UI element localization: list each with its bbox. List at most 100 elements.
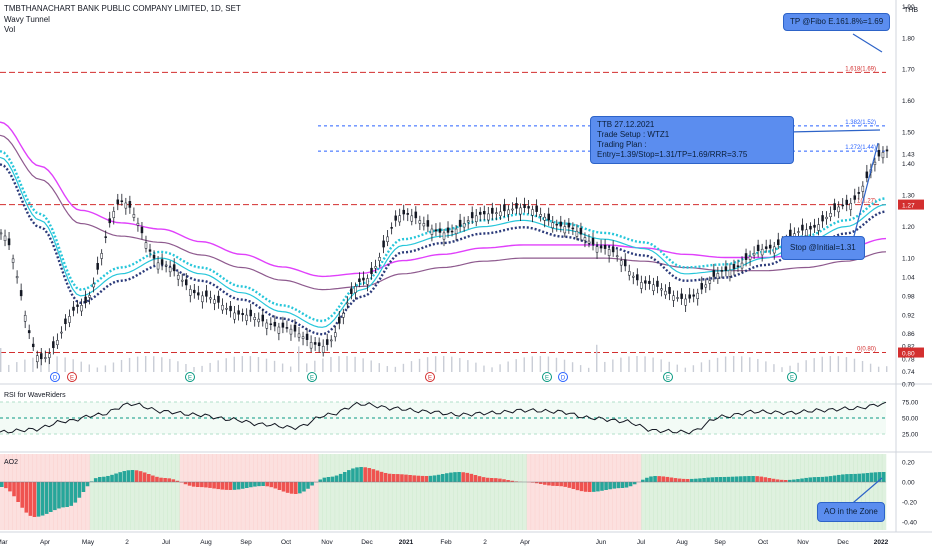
- indicator-wavy-tunnel: Wavy Tunnel: [4, 15, 50, 24]
- ao-zone-shade: [134, 454, 140, 530]
- candle-body: [551, 222, 554, 229]
- tunnel-lower-line: [0, 163, 887, 336]
- ao-bar: [649, 476, 653, 482]
- volume-bar: [201, 365, 203, 372]
- candle-body: [217, 295, 220, 303]
- ao-bar: [881, 472, 886, 482]
- candle-body: [128, 201, 132, 208]
- time-tick-label: Nov: [797, 539, 809, 546]
- candle-body: [112, 211, 116, 218]
- candle-body: [478, 211, 482, 215]
- trade-pointer: [787, 129, 881, 133]
- ao-zone-shade: [240, 454, 246, 530]
- ao-bar: [244, 482, 249, 488]
- ao-bar: [293, 482, 298, 494]
- candle-body: [503, 204, 506, 212]
- ao-zone-shade: [849, 454, 854, 530]
- ao-zone-shade: [522, 454, 528, 530]
- volume-bar: [338, 356, 340, 372]
- volume-bar: [507, 361, 509, 372]
- candle-body: [64, 318, 67, 325]
- price-tick-label: 1.90: [902, 4, 915, 11]
- event-badge: [425, 372, 435, 382]
- ao-zone-shade: [355, 454, 360, 530]
- volume-bar: [813, 358, 815, 372]
- ao-bar: [685, 479, 690, 482]
- ao-callout[interactable]: AO in the Zone: [817, 502, 885, 522]
- candle-body: [664, 290, 667, 296]
- ao-zone-shade: [351, 454, 356, 530]
- candle-body: [148, 249, 152, 252]
- candle-body: [23, 315, 27, 322]
- ao-zone-shade: [326, 454, 332, 530]
- volume-bar: [861, 360, 864, 372]
- ao-zone-shade: [367, 454, 372, 530]
- candle-body: [426, 220, 430, 227]
- stop-callout[interactable]: Stop @Initial=1.31: [781, 236, 865, 260]
- ao-bar: [775, 479, 780, 482]
- candle-body: [809, 225, 812, 230]
- price-tag: [898, 347, 924, 358]
- ao-bar: [171, 479, 176, 482]
- ao-bar: [253, 482, 257, 487]
- volume-bar: [886, 366, 888, 372]
- candle-body: [712, 270, 716, 277]
- candle-body: [253, 317, 256, 320]
- ao-zone-shade: [114, 454, 119, 530]
- ao-bar: [832, 475, 837, 482]
- ao-zone-shade: [220, 454, 225, 530]
- candle-body: [821, 215, 824, 222]
- candle-body: [265, 322, 269, 329]
- ao-zone-shade: [824, 454, 830, 530]
- ao-zone-shade: [461, 454, 466, 530]
- volume-bar: [434, 356, 437, 372]
- volume-bar: [773, 364, 775, 372]
- ao-bar: [714, 477, 719, 482]
- volume-bar: [765, 361, 767, 372]
- ao-zone-shade: [155, 454, 160, 530]
- volume-bar: [628, 356, 630, 372]
- ao-bar: [371, 469, 376, 482]
- ao-zone-shade: [200, 454, 205, 530]
- ao-bar: [596, 482, 600, 492]
- candle-body: [700, 283, 703, 290]
- ao-bar: [734, 476, 739, 482]
- ao-bar: [318, 479, 323, 482]
- volume-bar: [16, 362, 18, 372]
- ao-bar: [387, 473, 392, 482]
- ao-zone-shade: [93, 454, 99, 530]
- ao-bar: [681, 478, 686, 482]
- ao-zone-shade: [653, 454, 658, 530]
- tp-callout[interactable]: TP @Fibo E.161.8%=1.69: [783, 13, 891, 31]
- candle-body: [80, 305, 83, 312]
- ao-zone-shade: [592, 454, 597, 530]
- ao-bar: [265, 482, 269, 487]
- ao-zone-shade: [204, 454, 209, 530]
- ao-zone-shade: [669, 454, 674, 530]
- ao-zone-shade: [347, 454, 352, 530]
- ao-zone-shade: [322, 454, 327, 530]
- ao-bar: [506, 480, 510, 482]
- ao-zone-shade: [841, 454, 846, 530]
- candle-body: [599, 246, 603, 249]
- ao-bar: [489, 478, 494, 482]
- trade-plan-callout[interactable]: TTB 27.12.2021 Trade Setup : WTZ1 Tradin…: [590, 116, 794, 164]
- ao-bar: [645, 477, 649, 482]
- candle-body: [60, 331, 63, 334]
- ao-bar: [163, 478, 167, 482]
- time-tick-label: 2022: [874, 539, 889, 546]
- volume-bar: [32, 357, 34, 372]
- volume-bar: [265, 358, 268, 372]
- ao-bar: [191, 482, 196, 487]
- volume-bar: [112, 362, 115, 372]
- ao-zone-shade: [179, 454, 185, 530]
- volume-bar: [225, 358, 227, 372]
- candle-body: [656, 280, 659, 287]
- ao-bar: [543, 482, 547, 485]
- volume-bar: [72, 359, 74, 372]
- candle-body: [237, 310, 240, 315]
- volume-bar: [579, 365, 582, 372]
- ao-bar: [20, 482, 24, 508]
- candle-body: [442, 232, 446, 240]
- volume-bar: [604, 361, 606, 372]
